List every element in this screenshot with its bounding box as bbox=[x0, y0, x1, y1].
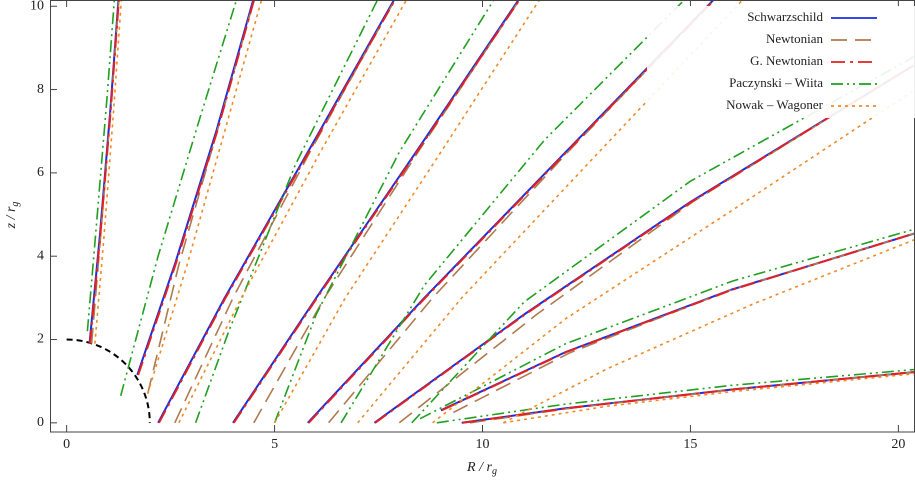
legend: Schwarzschild Newtonian G. Newtonian Paczyn… bbox=[647, 6, 915, 118]
y-tick-label: 4 bbox=[37, 248, 44, 263]
y-tick-label: 10 bbox=[30, 0, 44, 13]
plot-area bbox=[66, 0, 915, 424]
x-tick-label: 0 bbox=[63, 437, 70, 452]
x-tick-label: 15 bbox=[683, 437, 697, 452]
y-tick-label: 6 bbox=[37, 165, 44, 180]
horizon-arc bbox=[66, 338, 151, 423]
y-axis-label: z / rg bbox=[4, 202, 21, 230]
x-axis-label: R / rg bbox=[466, 460, 497, 477]
x-label-sub: g bbox=[492, 466, 497, 477]
y-label-main: z / r bbox=[4, 206, 19, 229]
y-tick-label: 2 bbox=[37, 332, 44, 347]
legend-label: Paczynski – Wiita bbox=[729, 75, 823, 90]
y-label-sub: g bbox=[10, 202, 21, 207]
series-line bbox=[86, 0, 915, 424]
y-tick-label: 0 bbox=[37, 415, 44, 430]
series-line bbox=[88, 0, 915, 424]
x-tick-label: 20 bbox=[891, 437, 905, 452]
legend-label: Schwarzschild bbox=[747, 9, 823, 24]
y-tick-label: 8 bbox=[37, 82, 44, 97]
series-line bbox=[94, 0, 915, 424]
x-tick-label: 10 bbox=[476, 437, 490, 452]
legend-label: G. Newtonian bbox=[750, 53, 823, 68]
legend-label: Nowak – Wagoner bbox=[726, 97, 824, 112]
x-label-main: R / r bbox=[466, 460, 492, 475]
legend-label: Newtonian bbox=[766, 31, 824, 46]
x-tick-label: 5 bbox=[271, 437, 278, 452]
